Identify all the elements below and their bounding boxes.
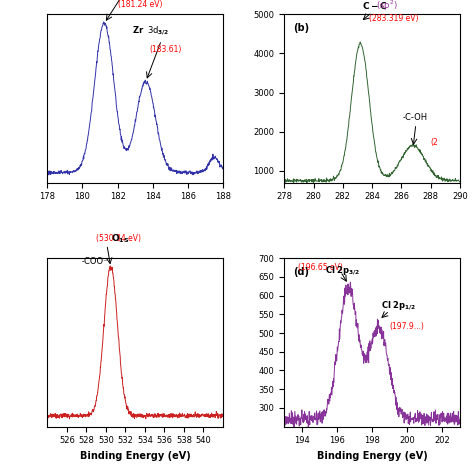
Text: $\bf{Cl\ 2p}_{\bf{1/2}}$: $\bf{Cl\ 2p}_{\bf{1/2}}$ — [381, 299, 416, 312]
Text: $\bf{O}_{\bf{1S}}$: $\bf{O}_{\bf{1S}}$ — [111, 232, 129, 245]
Text: -C-OH: -C-OH — [403, 113, 428, 122]
Text: (sp$^2$): (sp$^2$) — [376, 0, 398, 13]
Text: 3d$_{\bf{3/2}}$: 3d$_{\bf{3/2}}$ — [147, 24, 170, 36]
Text: (283.319 eV): (283.319 eV) — [369, 14, 419, 23]
Text: (183.61): (183.61) — [149, 46, 182, 55]
Text: (181.24 eV): (181.24 eV) — [118, 0, 162, 9]
Text: (2: (2 — [430, 138, 438, 147]
Text: $\bf{Zr}$: $\bf{Zr}$ — [132, 24, 144, 35]
Text: (197.9...): (197.9...) — [390, 322, 424, 331]
X-axis label: Binding Energy (eV): Binding Energy (eV) — [317, 451, 428, 461]
Text: (530.34 eV): (530.34 eV) — [96, 234, 141, 243]
X-axis label: Binding Energy (eV): Binding Energy (eV) — [80, 451, 191, 461]
Text: (196.65 eV): (196.65 eV) — [298, 263, 343, 272]
Text: -COO⁻: -COO⁻ — [82, 257, 108, 266]
Text: $\bf{C-C}$: $\bf{C-C}$ — [362, 0, 388, 11]
Text: $\bf{Cl\ 2p}_{\bf{3/2}}$: $\bf{Cl\ 2p}_{\bf{3/2}}$ — [325, 264, 360, 277]
Text: (b): (b) — [293, 23, 309, 33]
Text: (d): (d) — [293, 267, 309, 277]
